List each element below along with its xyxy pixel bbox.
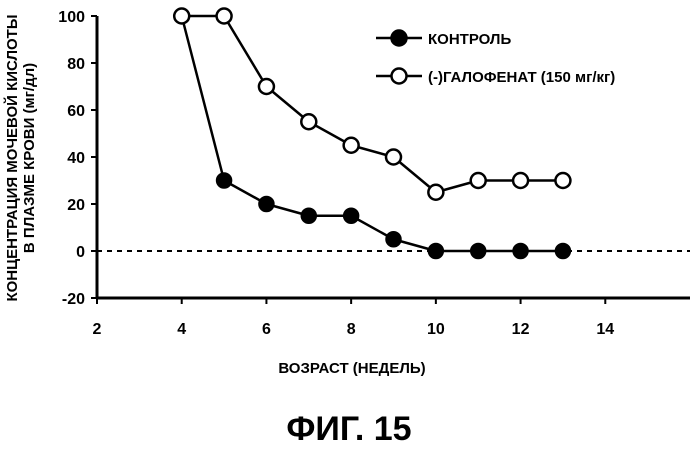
legend-marker bbox=[390, 67, 408, 85]
data-point bbox=[215, 172, 233, 189]
legend-label: КОНТРОЛЬ bbox=[428, 31, 511, 48]
data-point bbox=[342, 207, 360, 224]
y-tick-label: 80 bbox=[67, 56, 85, 73]
figure-label: ФИГ. 15 bbox=[286, 410, 411, 448]
y-tick-label: -20 bbox=[62, 291, 85, 308]
data-point bbox=[257, 77, 276, 96]
data-point bbox=[554, 171, 572, 190]
data-point bbox=[342, 136, 360, 154]
data-point bbox=[384, 148, 403, 166]
tick-labels: -20 0 20 40 60 80 100 2 4 6 8 10 12 14 bbox=[58, 9, 614, 338]
series bbox=[172, 7, 572, 260]
legend: КОНТРОЛЬ (-)ГАЛОФЕНАТ (150 мг/кг) bbox=[376, 29, 615, 86]
data-point bbox=[258, 195, 275, 213]
data-point bbox=[512, 242, 529, 260]
data-point bbox=[427, 183, 445, 201]
data-point bbox=[427, 242, 445, 260]
legend-item-1: КОНТРОЛЬ bbox=[376, 29, 511, 48]
legend-item-2: (-)ГАЛОФЕНАТ (150 мг/кг) bbox=[376, 67, 615, 86]
y-tick-label: 60 bbox=[67, 103, 85, 120]
data-point bbox=[385, 231, 402, 248]
x-tick-label: 14 bbox=[596, 321, 614, 338]
data-point bbox=[511, 171, 530, 190]
data-point bbox=[469, 171, 487, 190]
x-tick-label: 12 bbox=[512, 321, 530, 338]
series-line bbox=[181, 14, 563, 194]
axes bbox=[91, 15, 690, 304]
x-tick-label: 6 bbox=[262, 321, 271, 338]
data-point bbox=[300, 207, 318, 224]
legend-marker bbox=[390, 29, 408, 47]
data-point bbox=[469, 242, 487, 260]
y-tick-label: 20 bbox=[67, 197, 85, 214]
legend-label: (-)ГАЛОФЕНАТ (150 мг/кг) bbox=[428, 69, 615, 86]
y-tick-label: 0 bbox=[76, 244, 85, 261]
y-axis-label-line1: КОНЦЕНТРАЦИЯ МОЧЕВОЙ КИСЛОТЫ bbox=[3, 14, 21, 301]
y-tick-label: 40 bbox=[67, 150, 85, 167]
series-line bbox=[180, 15, 563, 253]
x-tick-label: 2 bbox=[93, 321, 102, 338]
x-tick-label: 10 bbox=[427, 321, 445, 338]
x-tick-label: 8 bbox=[347, 321, 356, 338]
series-2 bbox=[172, 7, 572, 201]
y-axis-label-line2: В ПЛАЗМЕ КРОВИ (мг/дл) bbox=[21, 63, 38, 253]
x-tick-label: 4 bbox=[177, 321, 186, 338]
data-point bbox=[300, 113, 318, 131]
data-point bbox=[172, 7, 191, 25]
data-point bbox=[554, 242, 572, 260]
data-point bbox=[215, 7, 233, 25]
x-axis-label: ВОЗРАСТ (НЕДЕЛЬ) bbox=[278, 360, 425, 377]
y-tick-label: 100 bbox=[58, 9, 85, 26]
